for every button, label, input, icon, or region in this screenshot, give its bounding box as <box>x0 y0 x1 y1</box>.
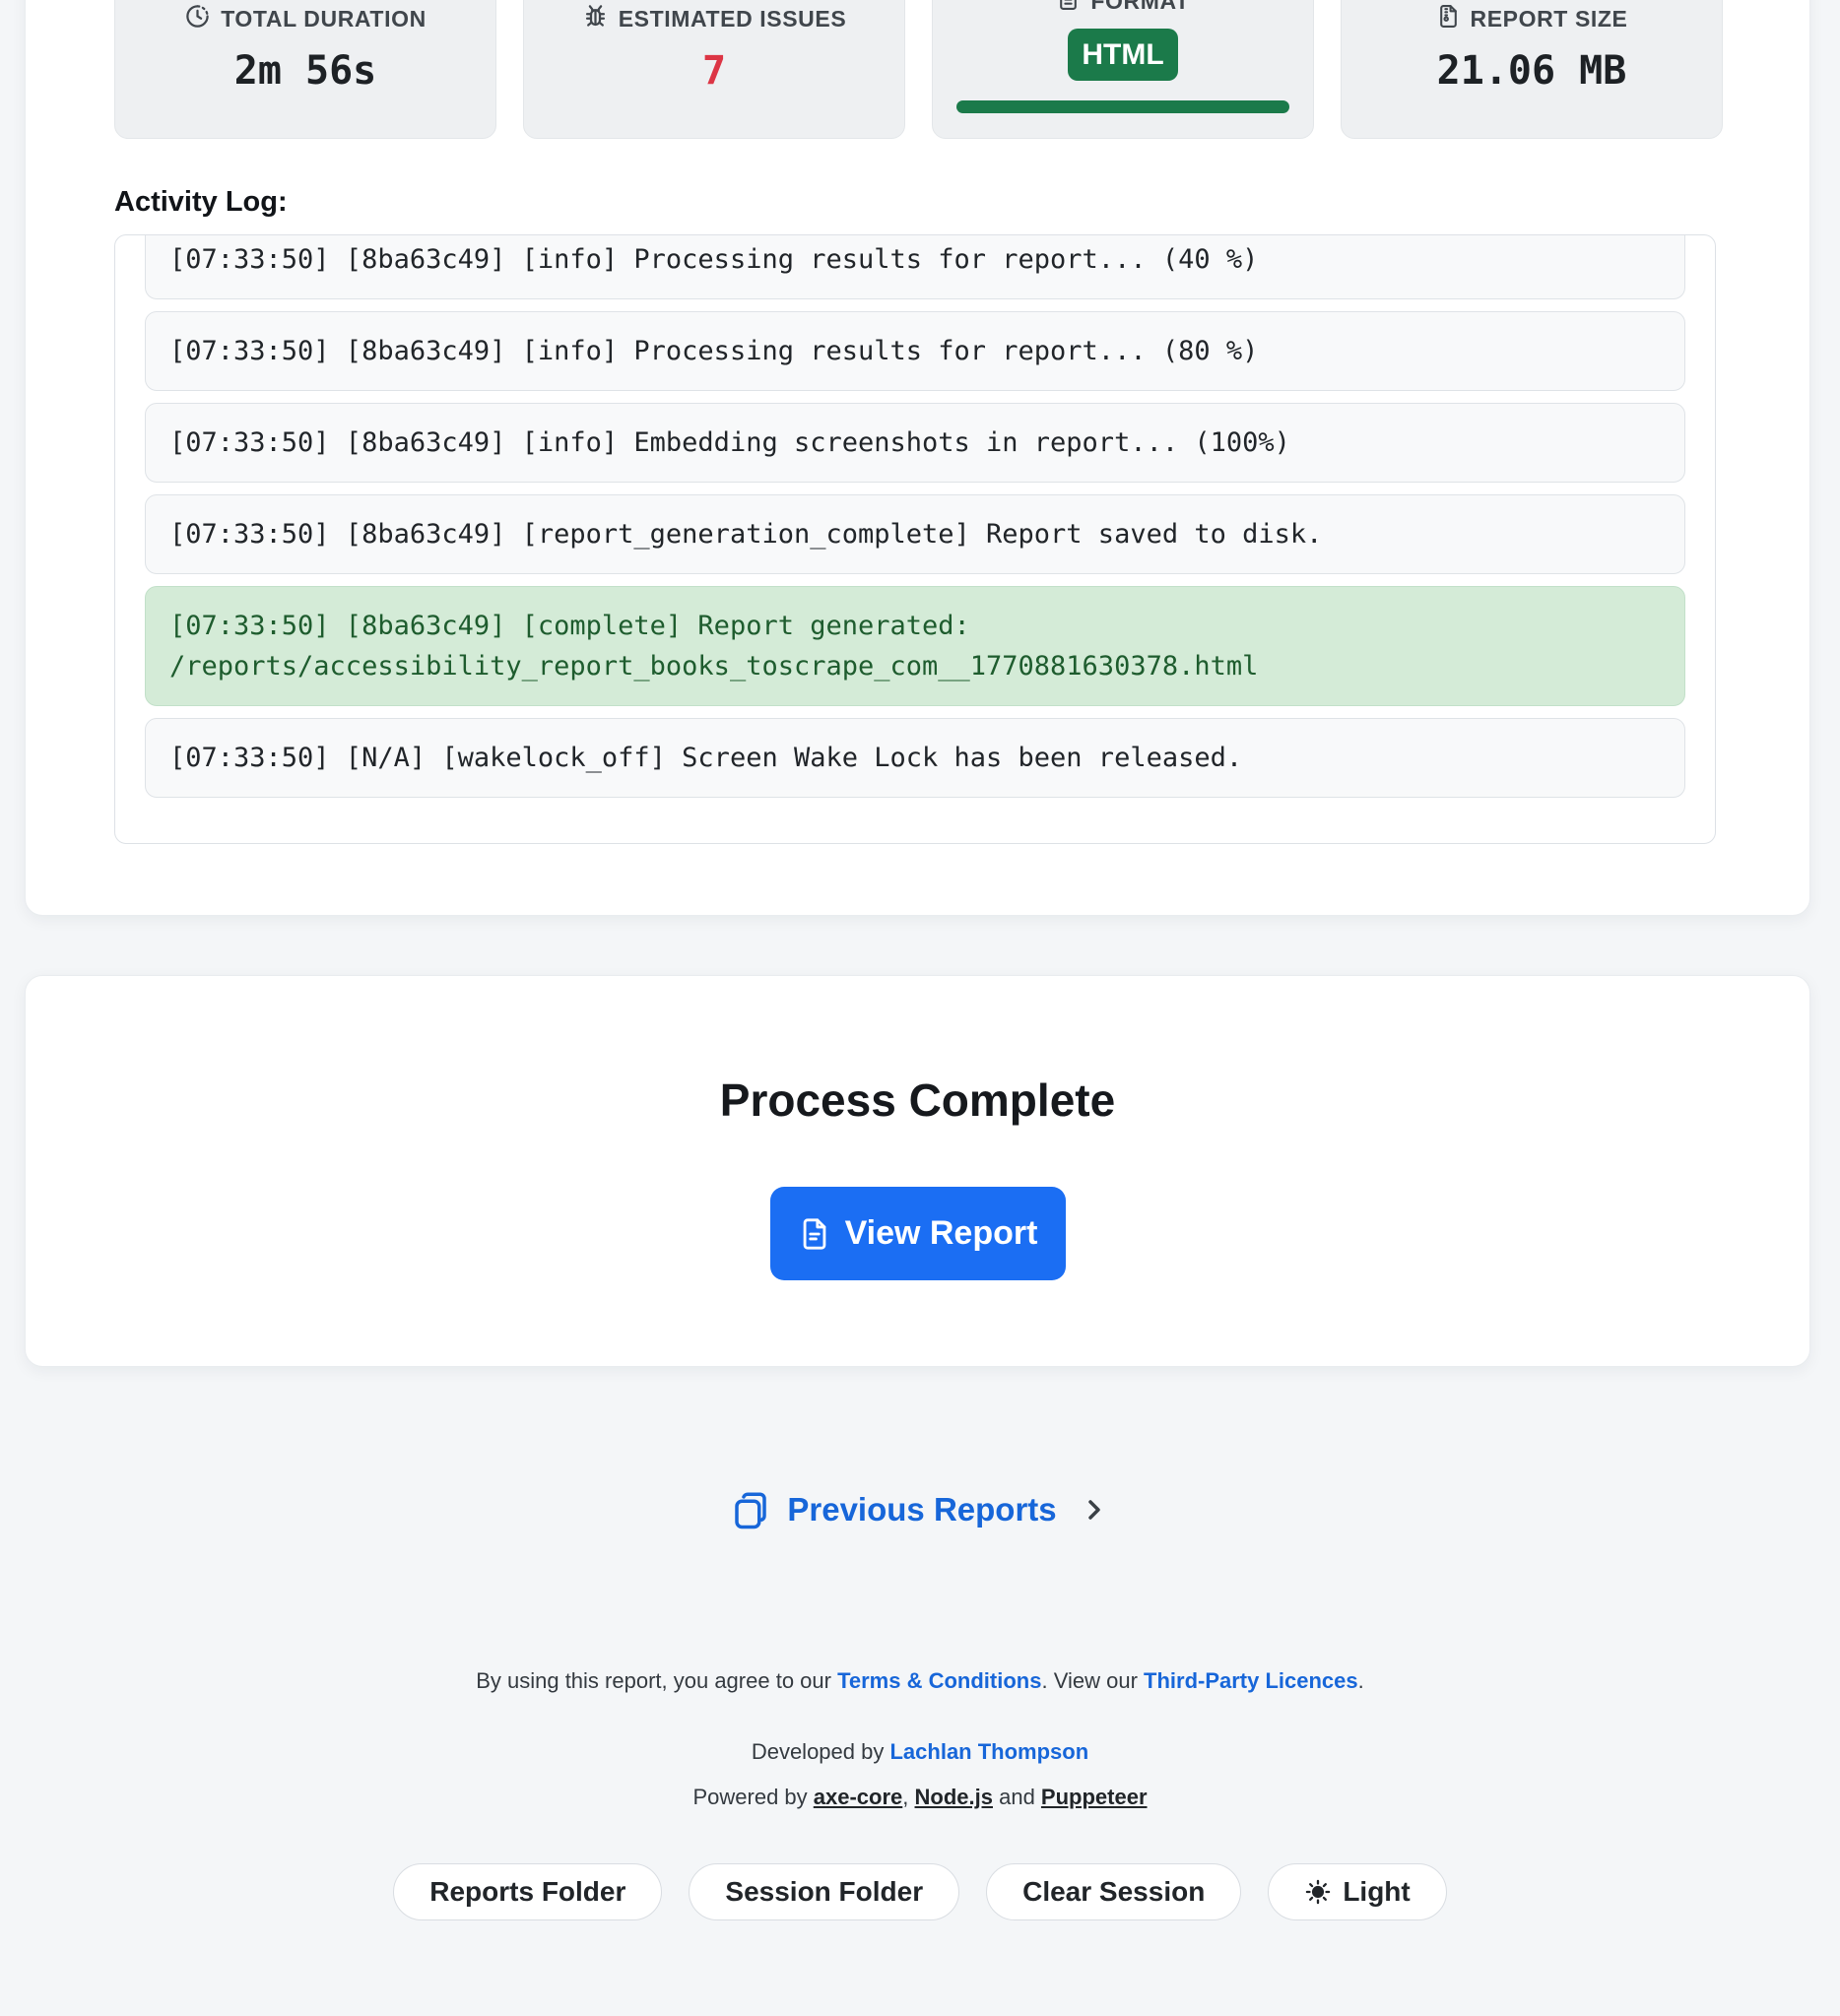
view-report-label: View Report <box>844 1214 1038 1252</box>
log-entry: [07:33:50] [8ba63c49] [info] Processing … <box>145 235 1685 299</box>
log-entry: [07:33:50] [8ba63c49] [info] Embedding s… <box>145 403 1685 483</box>
stat-label-row: TOTAL DURATION <box>184 3 427 35</box>
terms-prefix: By using this report, you agree to our <box>476 1668 838 1693</box>
terms-line: By using this report, you agree to our T… <box>0 1666 1840 1696</box>
powered-sep: and <box>992 1785 1041 1809</box>
process-complete-card: Process Complete View Report <box>25 975 1810 1367</box>
activity-log-heading: Activity Log: <box>114 186 288 218</box>
developed-by-line: Developed by Lachlan Thompson <box>0 1737 1840 1767</box>
previous-reports-link[interactable]: Previous Reports <box>0 1482 1840 1537</box>
reports-folder-button[interactable]: Reports Folder <box>393 1863 663 1920</box>
sun-icon <box>1304 1878 1332 1906</box>
view-report-row: View Report <box>26 1187 1809 1280</box>
file-text-icon <box>798 1217 831 1251</box>
stat-label-row: ESTIMATED ISSUES <box>582 3 847 35</box>
stat-label: REPORT SIZE <box>1470 5 1628 32</box>
previous-reports-label: Previous Reports <box>787 1491 1057 1528</box>
format-progress-bar <box>956 100 1289 113</box>
copy-icon <box>730 1489 771 1530</box>
terms-mid: . View our <box>1041 1668 1145 1693</box>
stat-value: 2m 56s <box>233 48 377 94</box>
stat-label-row: REPORT SIZE <box>1436 4 1628 34</box>
powered-prefix: Powered by <box>692 1785 814 1809</box>
stat-card-total-duration: TOTAL DURATION 2m 56s <box>114 0 496 139</box>
file-zip-icon <box>1436 4 1461 34</box>
log-entry-success: [07:33:50] [8ba63c49] [complete] Report … <box>145 586 1685 706</box>
theme-toggle-label: Light <box>1343 1876 1411 1907</box>
clear-session-button[interactable]: Clear Session <box>986 1863 1242 1920</box>
log-entry: [07:33:50] [N/A] [wakelock_off] Screen W… <box>145 718 1685 798</box>
stat-label-row: FORMAT <box>1056 0 1189 15</box>
stat-value: 21.06 MB <box>1436 48 1627 94</box>
clock-icon <box>184 3 211 35</box>
stat-card-estimated-issues: ESTIMATED ISSUES 7 <box>523 0 905 139</box>
file-icon <box>1056 0 1081 17</box>
format-badge: HTML <box>1068 29 1178 81</box>
report-summary-card: TOTAL DURATION 2m 56s ESTI <box>25 0 1810 916</box>
view-report-button[interactable]: View Report <box>769 1187 1066 1280</box>
stat-value-issues: 7 <box>701 48 727 94</box>
stat-label: TOTAL DURATION <box>221 5 427 32</box>
log-entry: [07:33:50] [8ba63c49] [info] Processing … <box>145 311 1685 391</box>
theme-toggle-button[interactable]: Light <box>1268 1863 1447 1920</box>
stat-label: FORMAT <box>1090 0 1190 14</box>
terms-suffix: . <box>1357 1668 1364 1693</box>
puppeteer-link[interactable]: Puppeteer <box>1040 1785 1148 1809</box>
stat-card-format: FORMAT HTML <box>932 0 1314 139</box>
third-party-licences-link[interactable]: Third-Party Licences <box>1144 1668 1358 1693</box>
bug-icon <box>582 3 609 35</box>
session-folder-button[interactable]: Session Folder <box>689 1863 960 1920</box>
process-complete-title: Process Complete <box>719 1074 1116 1126</box>
stats-row: TOTAL DURATION 2m 56s ESTI <box>114 0 1723 139</box>
nodejs-link[interactable]: Node.js <box>914 1785 993 1809</box>
chevron-right-icon <box>1079 1494 1110 1526</box>
powered-by-line: Powered by axe-core, Node.js and Puppete… <box>0 1783 1840 1812</box>
axe-core-link[interactable]: axe-core <box>813 1785 903 1809</box>
activity-log-scroll-container[interactable]: [07:33:50] [8ba63c49] [info] Processing … <box>114 234 1716 844</box>
bottom-actions-row: Reports Folder Session Folder Clear Sess… <box>0 1863 1840 1920</box>
powered-sep: , <box>902 1785 915 1809</box>
stat-card-report-size: REPORT SIZE 21.06 MB <box>1341 0 1723 139</box>
developer-link[interactable]: Lachlan Thompson <box>889 1739 1089 1764</box>
log-entry: [07:33:50] [8ba63c49] [report_generation… <box>145 494 1685 574</box>
developed-prefix: Developed by <box>751 1739 890 1764</box>
terms-and-conditions-link[interactable]: Terms & Conditions <box>837 1668 1042 1693</box>
stat-label: ESTIMATED ISSUES <box>618 5 847 32</box>
